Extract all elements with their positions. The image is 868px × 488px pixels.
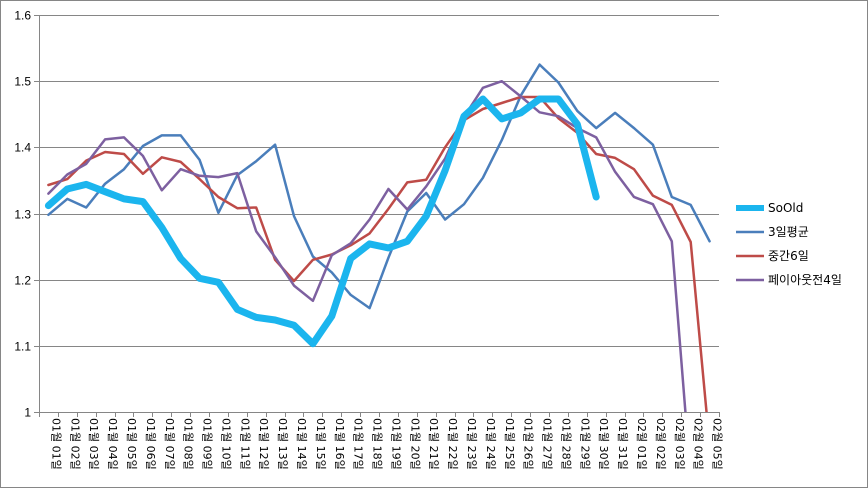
x-tick-label: 01월 14일 xyxy=(295,418,309,470)
y-tick-label: 1.1 xyxy=(14,340,31,354)
x-tick-label: 01월 12일 xyxy=(257,418,271,470)
x-tick-label: 01월 05일 xyxy=(125,418,139,470)
x-tick-label: 01월 18일 xyxy=(371,418,385,470)
x-tick-label: 02월 01일 xyxy=(635,418,649,470)
y-tick-label: 1.3 xyxy=(14,208,31,222)
series-line-1 xyxy=(47,63,711,310)
legend-label-0: SoOld xyxy=(768,201,803,215)
x-tick-label: 01월 21일 xyxy=(427,418,441,470)
x-tick-label: 01월 22일 xyxy=(446,418,460,470)
y-tick-label: 1.5 xyxy=(14,75,31,89)
x-tick-label: 01월 11일 xyxy=(238,418,252,470)
x-tick-label: 01월 10일 xyxy=(219,418,233,470)
y-tick-label: 1.4 xyxy=(14,141,31,155)
x-tick-label: 01월 29일 xyxy=(578,418,592,470)
x-tick-label: 01월 20일 xyxy=(408,418,422,470)
x-tick-label: 01월 30일 xyxy=(597,418,611,470)
legend-label-1: 3일평균 xyxy=(768,225,809,239)
x-tick-label: 01월 06일 xyxy=(144,418,158,470)
x-tick-label: 01월 02일 xyxy=(68,418,82,470)
y-tick-label: 1 xyxy=(24,406,31,420)
x-tick-label: 01월 24일 xyxy=(484,418,498,470)
series-line-3 xyxy=(47,79,687,413)
x-tick-label: 01월 09일 xyxy=(201,418,215,470)
x-tick-label: 01월 04일 xyxy=(106,418,120,470)
series-line-2 xyxy=(47,95,708,413)
y-axis-ticks: 1 1.1 1.2 1.3 1.4 1.5 1.6 xyxy=(14,9,39,420)
x-tick-label: 01월 23일 xyxy=(465,418,479,470)
series-lines xyxy=(44,63,711,413)
x-tick-label: 01월 13일 xyxy=(276,418,290,470)
x-tick-label: 01월 17일 xyxy=(352,418,366,470)
axes xyxy=(39,15,719,413)
x-tick-label: 01월 19일 xyxy=(389,418,403,470)
x-tick-label: 01월 07일 xyxy=(163,418,177,470)
series-line-0 xyxy=(44,95,600,348)
x-tick-label: 02월 04일 xyxy=(692,418,706,470)
x-tick-label: 01월 03일 xyxy=(87,418,101,470)
x-tick-label: 02월 03일 xyxy=(673,418,687,470)
x-tick-label: 01월 28일 xyxy=(559,418,573,470)
x-tick-label: 02월 02일 xyxy=(654,418,668,470)
legend-label-3: 페이아웃전4일 xyxy=(768,273,842,287)
x-tick-label: 01월 16일 xyxy=(333,418,347,470)
x-tick-label: 01월 25일 xyxy=(503,418,517,470)
x-tick-label: 02월 05일 xyxy=(711,418,725,470)
legend-label-2: 중간6일 xyxy=(768,249,809,263)
x-tick-label: 01월 15일 xyxy=(314,418,328,470)
x-tick-label: 01월 26일 xyxy=(522,418,536,470)
x-tick-label: 01월 31일 xyxy=(616,418,630,470)
x-tick-label: 01월 08일 xyxy=(182,418,196,470)
y-tick-label: 1.2 xyxy=(14,274,31,288)
x-axis-ticks: 01월 01일 01월 02일 01월 03일 01월 04일 01월 05일 01월 0… xyxy=(39,412,725,470)
y-tick-label: 1.6 xyxy=(14,9,31,23)
x-tick-label: 01월 01일 xyxy=(49,418,63,470)
x-tick-label: 01월 27일 xyxy=(541,418,555,470)
